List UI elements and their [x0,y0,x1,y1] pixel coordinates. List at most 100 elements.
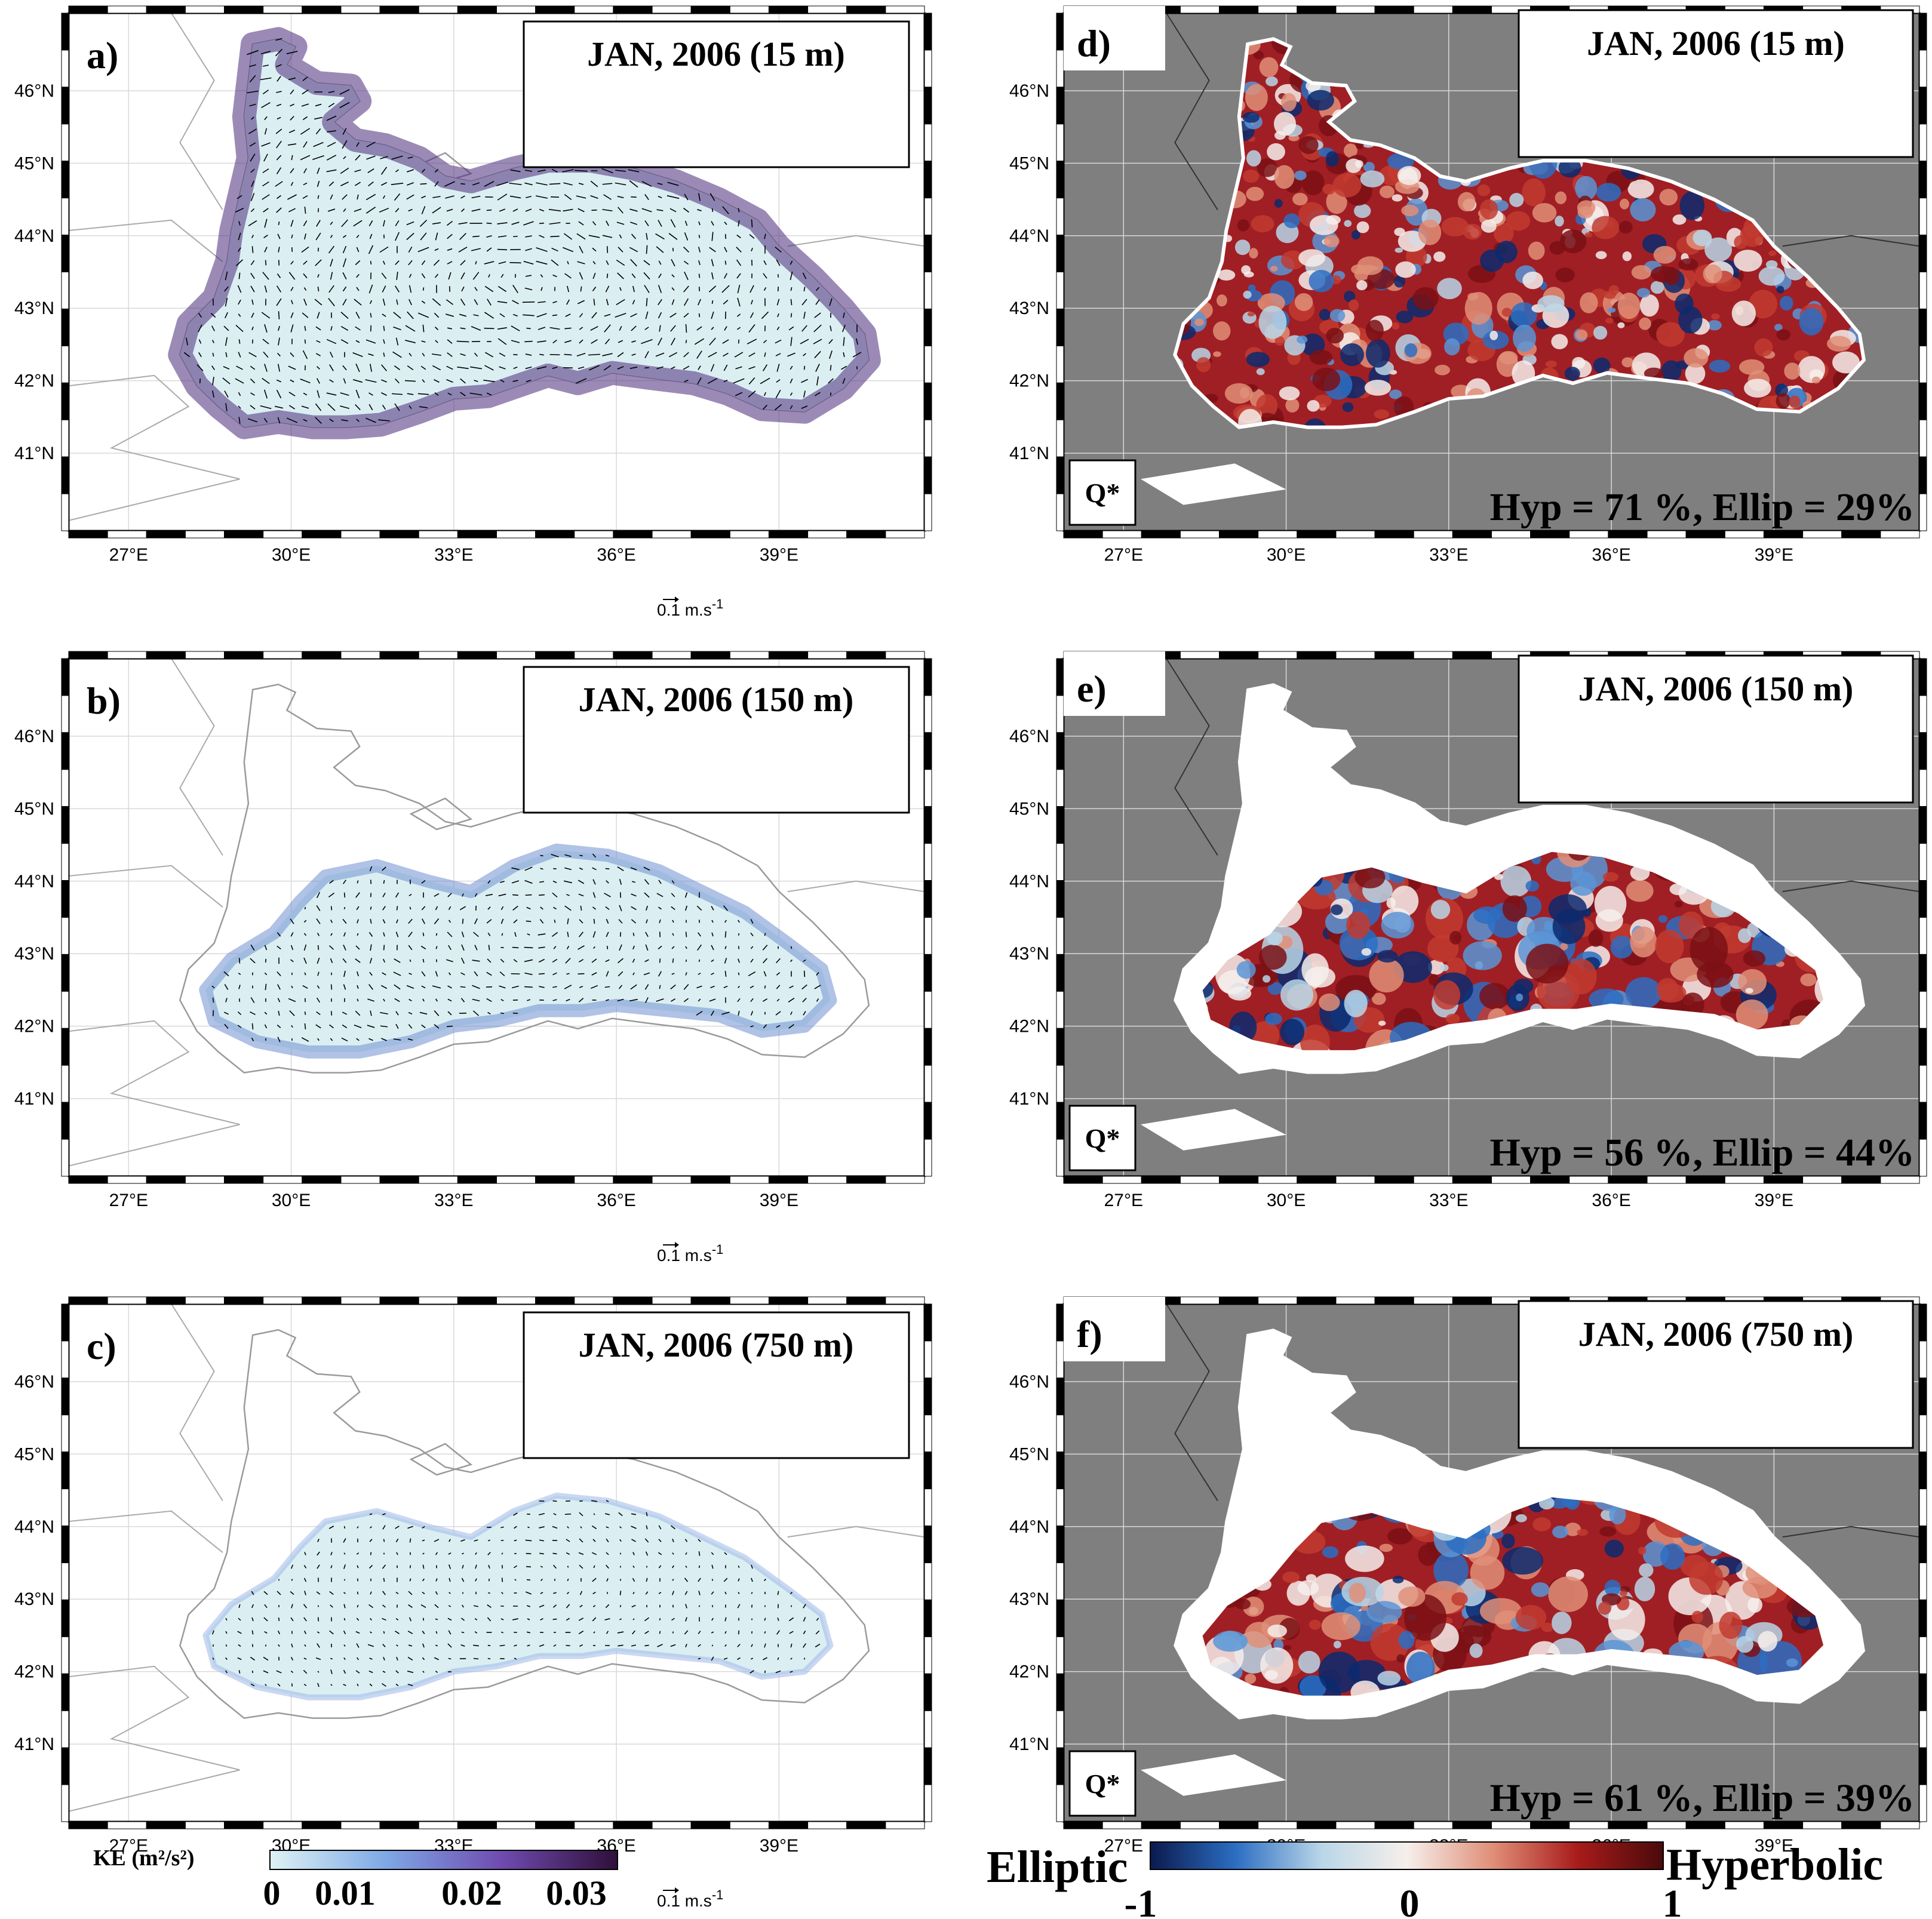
neatline-segment [61,382,69,420]
neatline-segment [61,1563,69,1600]
velocity-arrow [590,180,598,187]
velocity-arrow [417,247,429,253]
velocity-arrow [738,220,740,227]
velocity-arrow [367,168,374,174]
velocity-arrow [578,1552,584,1555]
velocity-arrow [565,313,571,317]
velocity-arrow [317,1671,320,1673]
neatline-segment [146,5,186,14]
y-tick-label: 41°N [14,1089,54,1109]
velocity-arrow [290,324,294,333]
velocity-arrow [762,404,768,410]
velocity-arrow [803,353,806,356]
neatline-segment [1335,5,1375,14]
neatline-segment [61,917,69,955]
y-tick-label: 43°N [1009,944,1049,964]
neatline-segment [1880,1176,1920,1184]
neatline-segment [924,345,932,383]
velocity-arrow [738,919,740,923]
velocity-arrow [750,1670,754,1674]
velocity-arrow [264,219,268,228]
velocity-arrow [734,352,744,358]
neatline-segment [690,5,730,14]
y-tick-label: 41°N [1009,444,1049,463]
neatline-segment [1919,769,1927,807]
okubo-eddy [1631,265,1652,280]
velocity-arrow [288,998,296,1002]
neatline-segment [1647,1176,1687,1184]
okubo-eddy [1605,318,1614,324]
neatline-segment [1919,493,1927,531]
velocity-arrow [551,853,559,858]
neatline-segment [924,917,932,955]
velocity-arrow [407,1631,413,1634]
okubo-eddy [1309,1619,1322,1630]
velocity-arrow [395,232,400,241]
velocity-arrow [395,1683,399,1687]
okubo-eddy [1602,872,1619,882]
okubo-eddy [1513,324,1537,352]
y-tick-label: 43°N [14,1589,54,1609]
velocity-arrow [763,273,767,279]
velocity-arrow [606,1552,609,1555]
okubo-eddy [1477,184,1491,196]
neatline-segment [68,1296,108,1305]
velocity-arrow [711,972,714,976]
x-tick-label: 27°E [109,545,148,565]
velocity-arrow [303,141,308,148]
velocity-arrow [776,299,780,306]
velocity-arrow [277,379,281,383]
velocity-arrow [512,285,518,293]
neatline-segment [496,1821,536,1829]
y-tick-label: 46°N [14,1372,54,1392]
velocity-arrow [381,364,387,371]
velocity-arrow [514,1657,517,1660]
velocity-arrow [251,1591,254,1595]
velocity-arrow [738,985,740,989]
velocity-arrow [223,971,229,977]
neatline-segment [768,5,809,14]
velocity-arrow [224,390,229,398]
velocity-arrow [370,1010,372,1016]
velocity-arrow [578,183,584,185]
velocity-arrow [511,867,520,871]
neatline-segment [61,124,69,162]
velocity-arrow [552,1604,557,1608]
velocity-arrow [539,881,545,883]
velocity-arrow [816,998,819,1002]
okubo-eddy [1657,977,1679,1001]
neatline-segment [1647,1821,1687,1829]
x-tick-label: 27°E [1104,545,1143,565]
okubo-eddy [1342,402,1354,413]
velocity-arrow [578,1630,584,1635]
velocity-arrow [238,232,241,241]
velocity-arrow [316,1011,321,1016]
neatline-segment [61,198,69,236]
velocity-arrow [238,1617,241,1621]
velocity-arrow [748,352,755,357]
velocity-arrow [238,1644,241,1647]
velocity-arrow [186,337,188,346]
neatline-segment [1724,530,1764,539]
velocity-arrow [576,353,586,356]
velocity-arrow [303,1577,307,1582]
okubo-eddy [1370,1623,1410,1661]
okubo-eddy [1351,264,1366,275]
velocity-arrow [342,365,347,371]
velocity-arrow [422,287,425,291]
velocity-arrow [330,1657,333,1660]
velocity-arrow [750,1657,754,1660]
velocity-arrow [672,1565,674,1569]
velocity-arrow [342,1011,348,1015]
velocity-arrow [790,392,793,396]
velocity-arrow [278,337,280,346]
velocity-arrow [340,167,349,174]
velocity-arrow [368,353,374,356]
neatline-segment [61,456,69,494]
neatline-segment [924,308,932,346]
velocity-arrow [606,918,609,924]
velocity-arrow [391,393,403,395]
velocity-arrow [434,181,439,187]
x-tick-label: 27°E [109,1836,148,1856]
velocity-arrow [328,245,335,254]
